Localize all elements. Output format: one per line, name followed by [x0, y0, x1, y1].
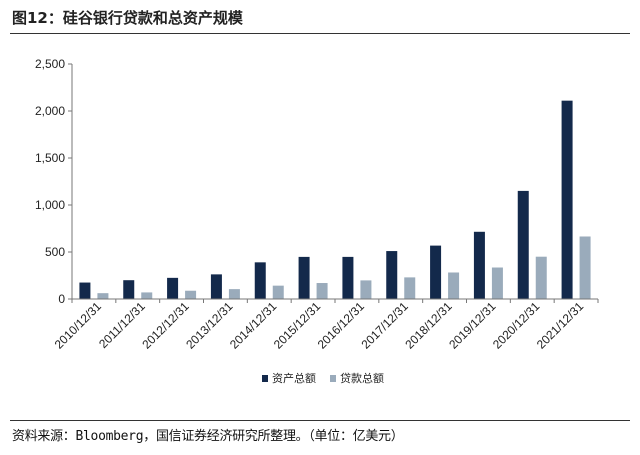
- bar-assets: [210, 274, 222, 299]
- bar-assets: [298, 256, 310, 299]
- legend-swatch: [330, 375, 336, 382]
- chart-title: 图12：硅谷银行贷款和总资产规模: [12, 9, 243, 27]
- legend-label: 资产总额: [272, 371, 316, 385]
- bar-assets: [517, 190, 529, 299]
- bar-assets: [430, 245, 442, 299]
- bar-loans: [579, 236, 591, 299]
- x-tick-label: 2021/12/31: [534, 299, 587, 352]
- y-tick-label: 500: [45, 245, 65, 259]
- bar-loans: [97, 293, 109, 299]
- x-tick-label: 2010/12/31: [52, 299, 105, 352]
- bar-loans: [141, 292, 153, 299]
- bar-loans: [448, 272, 460, 299]
- y-tick-label: 1,500: [35, 151, 65, 165]
- bar-loans: [404, 277, 416, 299]
- bar-assets: [123, 280, 135, 299]
- y-tick-label: 2,500: [35, 57, 65, 71]
- x-axis: 2010/12/312011/12/312012/12/312013/12/31…: [52, 298, 599, 352]
- legend-swatch: [262, 375, 268, 382]
- y-axis: 0 500 1,000 1,500 2,000 2,500: [35, 57, 73, 306]
- bar-assets: [254, 262, 266, 299]
- y-tick-label: 1,000: [35, 198, 65, 212]
- bar-loans: [272, 285, 284, 299]
- bar-assets: [561, 100, 573, 299]
- bars: [79, 100, 591, 299]
- y-tick-label: 0: [58, 292, 65, 306]
- bar-loans: [491, 267, 503, 299]
- bar-assets: [342, 256, 354, 299]
- bar-loans: [228, 289, 240, 299]
- y-tick-label: 2,000: [35, 104, 65, 118]
- bar-loans: [185, 290, 197, 299]
- bar-loans: [360, 280, 372, 299]
- bar-assets: [386, 251, 398, 299]
- bar-loans: [316, 283, 328, 299]
- legend-label: 贷款总额: [340, 371, 384, 385]
- bar-loans: [535, 256, 547, 299]
- legend: 资产总额 贷款总额: [262, 371, 384, 385]
- bar-assets: [79, 282, 91, 299]
- source-note: 资料来源：Bloomberg，国信证券经济研究所整理。（单位：亿美元）: [12, 429, 404, 444]
- title-divider: [10, 33, 630, 34]
- bar-assets: [167, 277, 179, 299]
- bar-assets: [473, 231, 485, 299]
- bar-chart: 0 500 1,000 1,500 2,000 2,500 2010/12/312011/…: [35, 57, 599, 385]
- footer-divider: [10, 420, 630, 421]
